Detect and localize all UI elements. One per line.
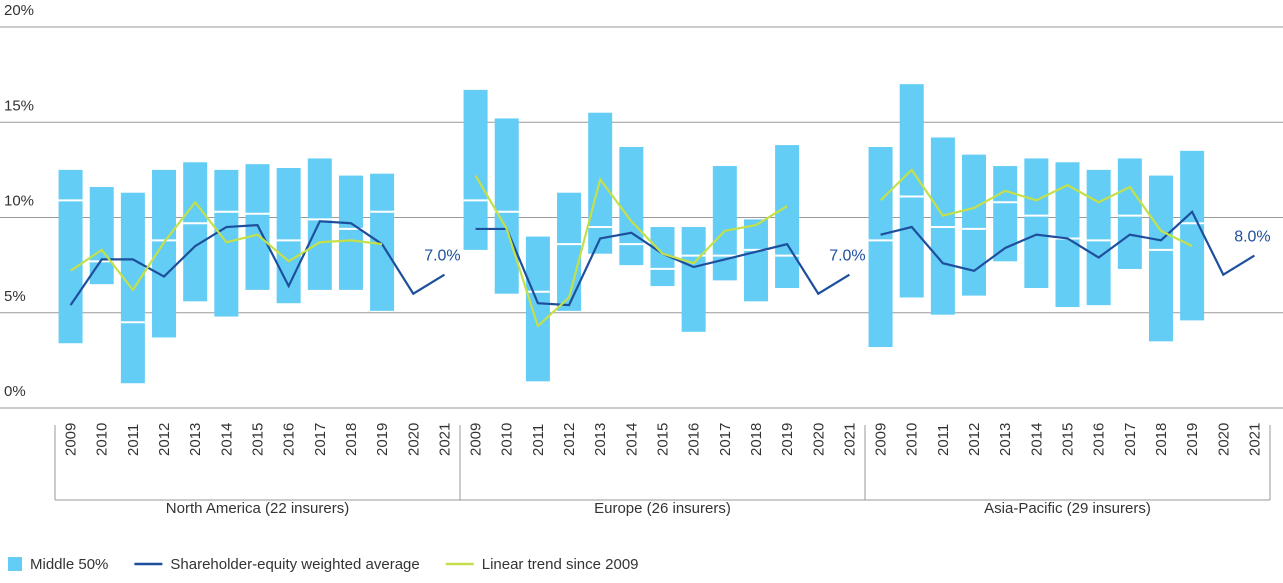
- x-tick-label: 2016: [686, 423, 703, 456]
- x-tick-label: 2011: [935, 424, 952, 456]
- x-tick-label: 2013: [997, 423, 1014, 456]
- range-bar: [276, 167, 301, 304]
- group-label: Asia-Pacific (29 insurers): [984, 500, 1151, 517]
- x-tick-label: 2020: [1215, 423, 1232, 456]
- x-tick-label: 2014: [218, 423, 235, 456]
- y-tick-label: 0%: [4, 383, 26, 400]
- x-tick-label: 2011: [530, 424, 547, 456]
- legend-label: Linear trend since 2009: [482, 556, 639, 573]
- legend-swatch: [8, 557, 22, 571]
- x-tick-label: 2018: [1153, 423, 1170, 456]
- x-tick-label: 2014: [623, 423, 640, 456]
- group-label: Europe (26 insurers): [594, 500, 731, 517]
- range-bar: [494, 118, 519, 294]
- x-tick-label: 2016: [1091, 423, 1108, 456]
- range-bar: [899, 84, 924, 298]
- x-tick-label: 2013: [187, 423, 204, 456]
- x-tick-label: 2017: [1122, 423, 1139, 456]
- x-tick-label: 2010: [904, 423, 921, 456]
- legend-label: Shareholder-equity weighted average: [170, 556, 419, 573]
- x-tick-label: 2012: [156, 423, 173, 456]
- x-tick-label: 2018: [748, 423, 765, 456]
- y-tick-label: 15%: [4, 97, 34, 114]
- x-tick-label: 2012: [561, 423, 578, 456]
- x-tick-label: 2019: [374, 423, 391, 456]
- range-bar: [338, 175, 363, 290]
- range-bar: [557, 192, 582, 311]
- value-label: 8.0%: [1234, 229, 1270, 246]
- range-bar: [712, 166, 737, 281]
- x-tick-label: 2016: [281, 423, 298, 456]
- value-label: 7.0%: [424, 248, 460, 265]
- x-tick-label: 2019: [1184, 423, 1201, 456]
- range-bar: [868, 147, 893, 348]
- y-tick-label: 10%: [4, 193, 34, 210]
- x-tick-label: 2015: [1060, 423, 1077, 456]
- x-tick-label: 2010: [499, 423, 516, 456]
- group-label: North America (22 insurers): [166, 500, 349, 517]
- range-bar: [743, 219, 768, 302]
- legend-label: Middle 50%: [30, 556, 108, 573]
- range-bar: [1024, 158, 1049, 288]
- line-series: [880, 209, 1255, 277]
- x-tick-label: 2018: [343, 423, 360, 456]
- x-tick-label: 2021: [436, 423, 453, 456]
- x-tick-label: 2009: [63, 423, 80, 456]
- x-tick-label: 2012: [966, 423, 983, 456]
- range-bar: [775, 145, 800, 288]
- x-tick-label: 2021: [841, 423, 858, 456]
- x-tick-label: 2009: [873, 423, 890, 456]
- range-bar: [1086, 169, 1111, 306]
- y-tick-label: 20%: [4, 2, 34, 19]
- range-bar: [1180, 150, 1205, 321]
- range-bar: [525, 236, 550, 382]
- x-tick-label: 2020: [810, 423, 827, 456]
- x-tick-label: 2014: [1028, 423, 1045, 456]
- value-label: 7.0%: [829, 248, 865, 265]
- range-bar: [962, 154, 987, 296]
- line-series: [69, 200, 383, 292]
- x-tick-label: 2021: [1246, 423, 1263, 456]
- x-tick-label: 2017: [717, 423, 734, 456]
- line-series: [474, 175, 788, 329]
- x-tick-label: 2015: [655, 423, 672, 456]
- range-bar: [1117, 158, 1142, 269]
- range-bar: [58, 169, 83, 344]
- x-tick-label: 2013: [592, 423, 609, 456]
- x-tick-label: 2009: [468, 423, 485, 456]
- x-tick-label: 2017: [312, 423, 329, 456]
- range-bar: [307, 158, 332, 290]
- range-bar: [619, 147, 644, 266]
- x-tick-label: 2019: [779, 423, 796, 456]
- range-bar: [183, 162, 208, 302]
- range-bar: [681, 227, 706, 332]
- x-tick-label: 2015: [250, 423, 267, 456]
- line-series: [879, 168, 1193, 248]
- x-tick-label: 2020: [405, 423, 422, 456]
- range-bar: [89, 187, 114, 285]
- x-tick-label: 2011: [125, 424, 142, 456]
- range-bar: [1055, 162, 1080, 308]
- x-tick-label: 2010: [94, 423, 111, 456]
- range-bar: [463, 89, 488, 250]
- y-tick-label: 5%: [4, 288, 26, 305]
- range-bar: [1148, 175, 1173, 342]
